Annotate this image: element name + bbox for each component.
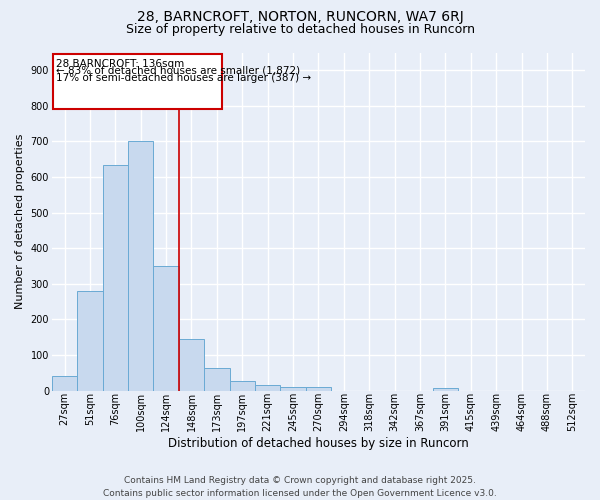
Bar xyxy=(306,387,331,390)
Bar xyxy=(433,388,458,390)
Bar xyxy=(230,380,255,390)
Text: Contains HM Land Registry data © Crown copyright and database right 2025.
Contai: Contains HM Land Registry data © Crown c… xyxy=(103,476,497,498)
Bar xyxy=(53,54,222,110)
Bar xyxy=(179,339,204,390)
Y-axis label: Number of detached properties: Number of detached properties xyxy=(15,134,25,310)
Bar xyxy=(52,376,77,390)
Bar xyxy=(77,291,103,390)
Text: ← 83% of detached houses are smaller (1,872): ← 83% of detached houses are smaller (1,… xyxy=(56,66,300,76)
Bar xyxy=(154,266,179,390)
Bar xyxy=(128,142,154,390)
Bar xyxy=(204,368,230,390)
Text: 28 BARNCROFT: 136sqm: 28 BARNCROFT: 136sqm xyxy=(56,58,184,68)
Bar xyxy=(103,164,128,390)
Text: 17% of semi-detached houses are larger (387) →: 17% of semi-detached houses are larger (… xyxy=(56,73,311,83)
Bar xyxy=(255,386,280,390)
Text: 28, BARNCROFT, NORTON, RUNCORN, WA7 6RJ: 28, BARNCROFT, NORTON, RUNCORN, WA7 6RJ xyxy=(137,10,463,24)
Bar xyxy=(280,387,306,390)
Text: Size of property relative to detached houses in Runcorn: Size of property relative to detached ho… xyxy=(125,22,475,36)
X-axis label: Distribution of detached houses by size in Runcorn: Distribution of detached houses by size … xyxy=(168,437,469,450)
